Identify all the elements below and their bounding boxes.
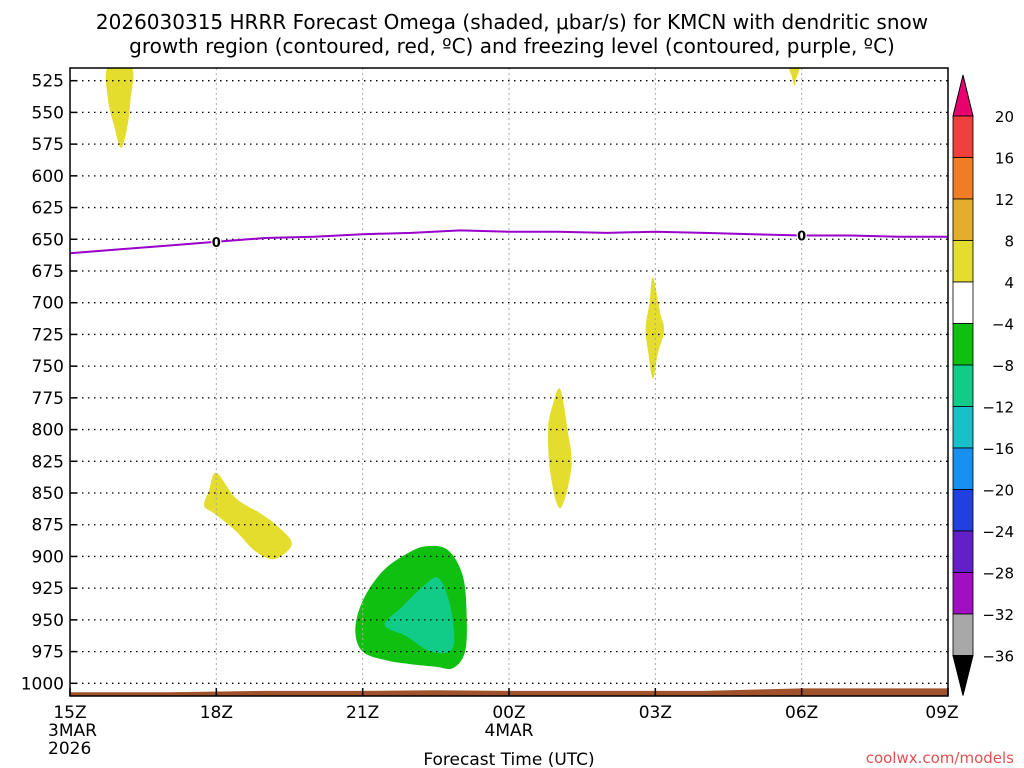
y-tick-label-750: 750: [32, 357, 64, 377]
y-tick-label-950: 950: [32, 611, 64, 631]
colorbar-bottom-arrow: [952, 655, 974, 696]
chart-title-line-2: growth region (contoured, red, ºC) and f…: [129, 34, 895, 58]
colorbar-label-5: −4: [992, 316, 1014, 334]
grid-lines: [70, 68, 948, 696]
x-tick-label-21Z: 21Z: [346, 703, 379, 723]
y-tick-label-700: 700: [32, 294, 64, 314]
y-tick-label-850: 850: [32, 484, 64, 504]
freezing-level-label: 0: [212, 236, 221, 251]
y-tick-label-925: 925: [32, 579, 64, 599]
freezing-level-label: 0: [797, 229, 806, 244]
x-tick-sublabel-2026: 2026: [48, 739, 91, 759]
credit-text: coolwx.com/models: [866, 749, 1014, 767]
x-tick-sublabel-3MAR: 3MAR: [48, 721, 97, 741]
y-tick-label-525: 525: [32, 72, 64, 92]
colorbar-band-8-12: [952, 198, 974, 241]
x-tick-label-00Z: 00Z: [492, 703, 525, 723]
omega-region-weak-ascent-800hpa: [547, 388, 572, 509]
x-tick-label-18Z: 18Z: [200, 703, 233, 723]
y-tick-label-975: 975: [32, 643, 64, 663]
colorbar-band--20--16: [952, 447, 974, 490]
omega-region-weak-ascent-850hpa: [203, 472, 292, 560]
colorbar-label-11: −28: [982, 565, 1014, 583]
colorbar-label-3: 8: [1004, 233, 1014, 251]
y-tick-label-875: 875: [32, 516, 64, 536]
y-tick-label-550: 550: [32, 103, 64, 123]
x-axis-label: Forecast Time (UTC): [423, 750, 594, 768]
colorbar-band--24--20: [952, 489, 974, 532]
y-tick-label-1000: 1000: [21, 674, 64, 694]
chart-title-line-1: 2026030315 HRRR Forecast Omega (shaded, …: [96, 10, 928, 34]
y-tick-label-675: 675: [32, 262, 64, 282]
x-tick-label-03Z: 03Z: [639, 703, 672, 723]
omega-region-weak-ascent-top-left: [105, 68, 134, 148]
y-axis: 525 550 575 600 625 650 675 700 725 750 775 800 825 8…: [21, 72, 77, 694]
freezing-level-label-bg: [796, 227, 807, 242]
colorbar-band--4-4: [952, 281, 974, 324]
colorbar-band--36--32: [952, 613, 974, 656]
colorbar-label-4: 4: [1004, 274, 1014, 292]
colorbar-band-16-20: [952, 115, 974, 158]
y-tick-label-625: 625: [32, 199, 64, 219]
y-tick-label-775: 775: [32, 389, 64, 409]
x-tick-label-15Z: 15Z: [53, 703, 86, 723]
colorbar-label-2: 12: [995, 191, 1014, 209]
colorbar: 20 16 12 8 4 −4 −8 −12 −16 −20 −24 −28 −32 −36: [952, 74, 1014, 696]
y-tick-label-600: 600: [32, 167, 64, 187]
colorbar-band--8--4: [952, 323, 974, 366]
colorbar-band--32--28: [952, 572, 974, 615]
y-tick-label-575: 575: [32, 135, 64, 155]
y-tick-label-825: 825: [32, 452, 64, 472]
colorbar-label-8: −16: [982, 440, 1014, 458]
colorbar-label-6: −8: [992, 357, 1014, 375]
y-tick-label-800: 800: [32, 421, 64, 441]
colorbar-band--16--12: [952, 406, 974, 449]
omega-region-descent-inner: [384, 577, 455, 654]
colorbar-band--28--24: [952, 530, 974, 573]
colorbar-band-12-16: [952, 157, 974, 200]
colorbar-label-0: 20: [995, 108, 1014, 126]
colorbar-label-10: −24: [982, 523, 1014, 541]
colorbar-band-4-8: [952, 240, 974, 283]
colorbar-label-13: −36: [982, 648, 1014, 666]
y-tick-label-650: 650: [32, 230, 64, 250]
plot-area: [70, 68, 948, 696]
colorbar-label-9: −20: [982, 482, 1014, 500]
colorbar-top-arrow: [952, 74, 974, 117]
colorbar-label-12: −32: [982, 606, 1014, 624]
y-tick-label-725: 725: [32, 325, 64, 345]
colorbar-label-7: −12: [982, 399, 1014, 417]
colorbar-band--12--8: [952, 364, 974, 407]
omega-region-weak-ascent-top-right: [789, 68, 800, 86]
y-tick-label-900: 900: [32, 547, 64, 567]
x-tick-label-06Z: 06Z: [785, 703, 818, 723]
x-tick-sublabel-4MAR: 4MAR: [485, 721, 534, 741]
colorbar-label-1: 16: [995, 150, 1014, 168]
x-tick-label-09Z: 09Z: [925, 703, 958, 723]
freezing-level-label-bg: [211, 233, 222, 248]
